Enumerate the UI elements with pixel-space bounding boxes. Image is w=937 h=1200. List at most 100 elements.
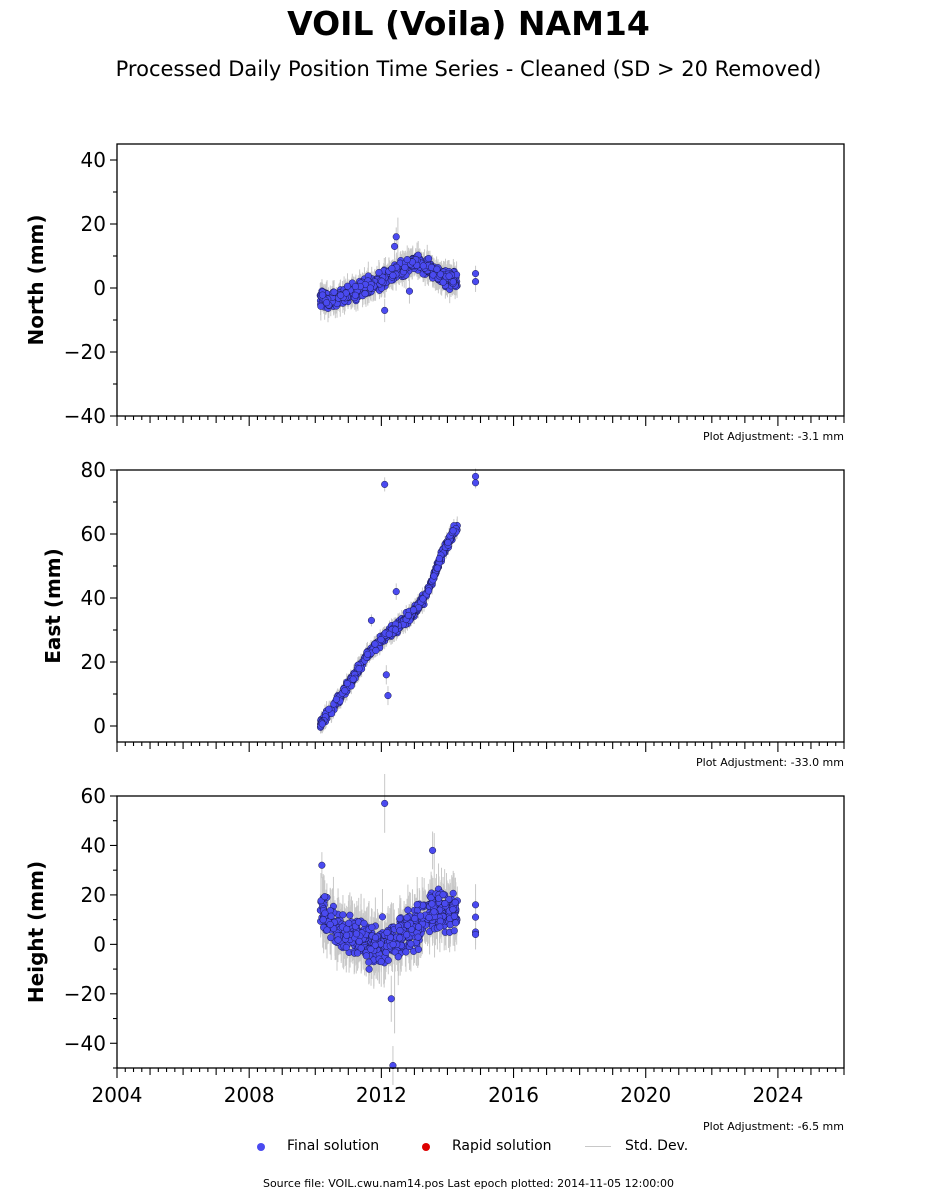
final-solution-point: [343, 679, 351, 688]
height-final-solution-points: [316, 799, 480, 1070]
final-solution-point: [430, 908, 438, 916]
north-y-tick-label: 0: [93, 276, 106, 300]
east-y-tick-label: 40: [81, 586, 106, 610]
final-solution-point: [391, 626, 399, 634]
final-solution-point: [449, 889, 457, 897]
final-solution-point: [451, 898, 459, 906]
rapid-solution-marker-icon: [422, 1143, 430, 1151]
final-solution-point: [362, 952, 370, 960]
final-solution-point: [351, 291, 359, 299]
height-y-tick-label: −20: [64, 982, 106, 1006]
east-y-tick-label: 0: [93, 714, 106, 738]
chart-title: VOIL (Voila) NAM14: [287, 4, 650, 43]
north-y-tick-label: −20: [64, 340, 106, 364]
final-solution-point: [407, 940, 415, 948]
final-solution-point: [378, 913, 387, 921]
final-solution-point: [349, 675, 357, 683]
final-solution-point: [352, 930, 361, 938]
x-tick-label: 2024: [752, 1083, 803, 1107]
final-solution-point: [435, 555, 443, 563]
final-solution-point: [471, 472, 480, 480]
east-y-tick-label: 80: [81, 458, 106, 482]
final-solution-point: [391, 242, 399, 250]
final-solution-point: [411, 914, 419, 923]
final-solution-point: [430, 572, 438, 580]
final-solution-point: [419, 262, 427, 270]
final-solution-point: [396, 934, 404, 942]
east-plot-adjustment: Plot Adjustment: -33.0 mm: [696, 756, 844, 769]
final-solution-point: [355, 665, 363, 673]
final-solution-point: [319, 916, 327, 924]
x-tick-label: 2020: [620, 1083, 671, 1107]
final-solution-point: [353, 949, 362, 957]
final-solution-point: [471, 901, 480, 909]
final-solution-point: [327, 912, 335, 920]
legend-final-label: Final solution: [287, 1138, 380, 1154]
legend-rapid-label: Rapid solution: [452, 1138, 552, 1154]
height-y-tick-label: 40: [81, 833, 106, 857]
final-solution-point: [351, 282, 359, 291]
height-x-ticks: [116, 1068, 845, 1078]
height-y-tick-label: 0: [93, 932, 106, 956]
final-solution-point: [318, 720, 326, 728]
final-solution-point: [318, 861, 326, 869]
final-solution-point: [388, 264, 396, 273]
legend-std-label: Std. Dev.: [625, 1138, 689, 1154]
final-solution-point: [371, 640, 379, 648]
final-solution-point: [337, 291, 345, 299]
height-plot-adjustment: Plot Adjustment: -6.5 mm: [703, 1120, 844, 1133]
final-solution-point: [414, 923, 423, 931]
final-solution-point: [394, 953, 402, 961]
final-solution-point: [385, 630, 393, 638]
north-plot-adjustment: Plot Adjustment: -3.1 mm: [703, 430, 844, 443]
east-y-ticks: 0 20 40 60 80: [81, 458, 117, 738]
final-solution-point: [381, 799, 389, 807]
final-solution-point: [371, 941, 379, 949]
x-tick-label: 2012: [356, 1083, 407, 1107]
final-solution-point: [384, 956, 392, 964]
north-final-solution-points: [316, 233, 480, 314]
final-solution-point: [410, 606, 418, 614]
final-solution-point: [341, 687, 349, 695]
final-solution-point: [396, 915, 404, 923]
height-y-tick-label: −40: [64, 1031, 106, 1055]
height-y-ticks: −40 −20 0 20 40 60: [64, 784, 117, 1069]
final-solution-point: [361, 290, 369, 298]
height-y-axis-label: Height (mm): [24, 861, 48, 1003]
final-solution-point: [365, 965, 373, 973]
north-y-axis-label: North (mm): [24, 214, 48, 345]
final-solution-point: [403, 921, 412, 929]
final-solution-point: [378, 277, 386, 285]
final-solution-point: [383, 928, 391, 936]
final-solution-point: [404, 611, 412, 620]
final-solution-point: [389, 940, 397, 948]
height-panel: −40 −20 0 20 40 60 Height (mm) Plot Adju…: [24, 774, 845, 1133]
final-solution-point: [342, 943, 350, 951]
north-y-tick-label: 20: [81, 212, 106, 236]
final-solution-point: [330, 288, 338, 296]
final-solution-point: [439, 278, 447, 286]
final-solution-point: [367, 616, 376, 624]
final-solution-point: [441, 900, 449, 908]
final-solution-point: [436, 270, 444, 278]
final-solution-point: [364, 650, 372, 658]
final-solution-point: [318, 291, 327, 299]
final-solution-point: [346, 911, 354, 919]
final-solution-point: [471, 479, 480, 487]
x-tick-label: 2008: [224, 1083, 275, 1107]
final-solution-point: [371, 934, 380, 942]
final-solution-point: [343, 282, 352, 290]
final-solution-point: [403, 931, 411, 939]
final-solution-point: [377, 636, 385, 644]
final-solution-point: [449, 905, 457, 913]
final-solution-point: [436, 923, 444, 931]
final-solution-point: [425, 914, 433, 922]
final-solution-point: [403, 256, 411, 264]
final-solution-point: [381, 306, 389, 314]
north-x-ticks: [116, 416, 845, 426]
final-solution-point: [387, 995, 395, 1003]
final-solution-point: [321, 893, 329, 901]
final-solution-point: [355, 937, 363, 945]
final-solution-point: [345, 919, 353, 927]
